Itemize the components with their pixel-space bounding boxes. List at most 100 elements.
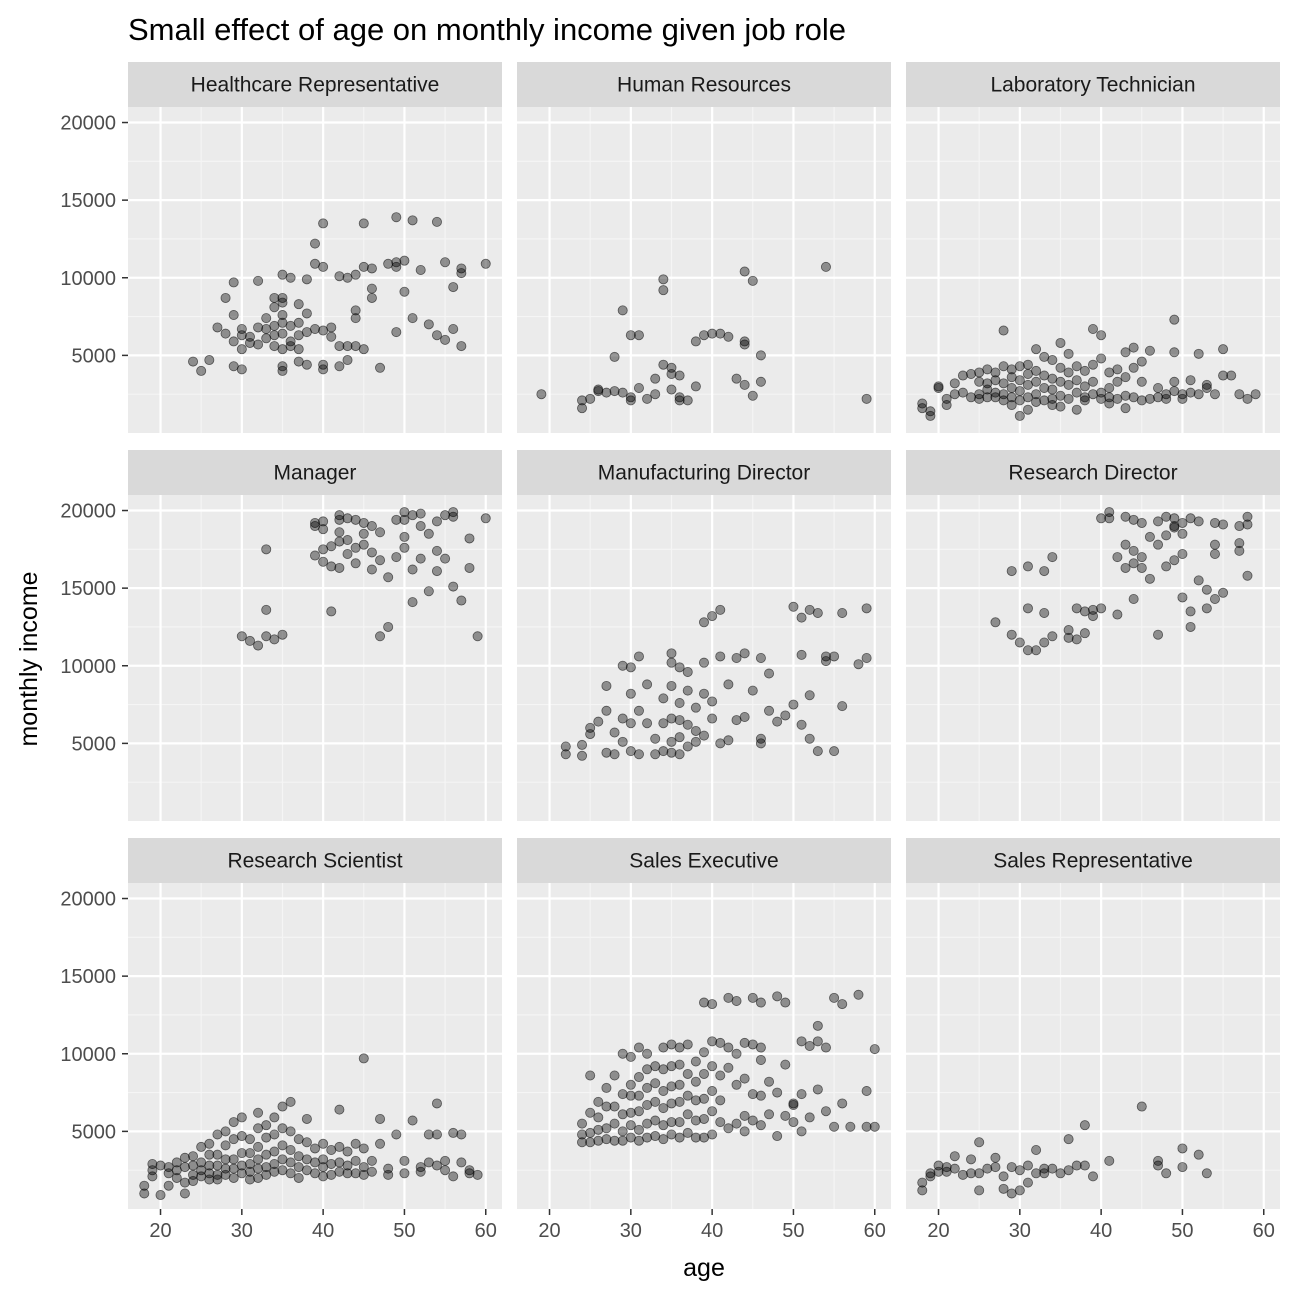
data-point: [1144, 393, 1155, 404]
data-point: [772, 1087, 783, 1098]
data-point: [593, 1135, 604, 1146]
data-point: [845, 1121, 856, 1132]
x-tick-label: 40: [701, 1220, 723, 1242]
data-point: [949, 378, 960, 389]
data-point: [577, 395, 588, 406]
data-point: [236, 1168, 247, 1179]
data-point: [1055, 401, 1066, 412]
data-point: [309, 517, 320, 528]
data-point: [391, 327, 402, 338]
data-point: [244, 331, 255, 342]
y-tick-label: 10000: [60, 1044, 116, 1066]
y-tick-label: 10000: [60, 656, 116, 678]
data-point: [974, 393, 985, 404]
data-point: [764, 668, 775, 679]
data-point: [690, 1132, 701, 1143]
facet-panel: Laboratory Technician: [906, 62, 1280, 433]
data-point: [399, 531, 410, 542]
data-point: [318, 261, 329, 272]
data-point: [682, 395, 693, 406]
data-point: [788, 699, 799, 710]
data-point: [690, 381, 701, 392]
data-point: [285, 272, 296, 283]
data-point: [212, 322, 223, 333]
data-point: [998, 1183, 1009, 1194]
data-point: [642, 393, 653, 404]
data-point: [326, 541, 337, 552]
data-point: [407, 313, 418, 324]
data-point: [285, 1126, 296, 1137]
data-point: [755, 350, 766, 361]
data-point: [1136, 517, 1147, 528]
y-axis-title: monthly income: [15, 571, 43, 746]
data-point: [674, 749, 685, 760]
data-point: [780, 1110, 791, 1121]
data-point: [723, 1062, 734, 1073]
data-point: [1079, 1120, 1090, 1131]
data-point: [253, 640, 264, 651]
data-point: [998, 378, 1009, 389]
data-point: [244, 1148, 255, 1159]
data-point: [1209, 389, 1220, 400]
data-point: [309, 323, 320, 334]
data-point: [642, 1082, 653, 1093]
data-point: [366, 547, 377, 558]
data-point: [804, 1041, 815, 1052]
data-point: [236, 631, 247, 642]
data-point: [1185, 387, 1196, 398]
data-point: [277, 310, 288, 321]
data-point: [764, 1109, 775, 1120]
data-point: [625, 330, 636, 341]
data-point: [309, 1143, 320, 1154]
x-tick-label: 50: [1171, 1220, 1193, 1242]
data-point: [342, 513, 353, 524]
data-point: [1088, 389, 1099, 400]
data-point: [812, 1084, 823, 1095]
data-point: [699, 617, 710, 628]
data-point: [966, 1168, 977, 1179]
data-point: [139, 1180, 150, 1191]
data-point: [1039, 382, 1050, 393]
data-point: [739, 711, 750, 722]
data-point: [690, 1095, 701, 1106]
data-point: [277, 297, 288, 308]
data-point: [690, 1056, 701, 1067]
data-point: [448, 1127, 459, 1138]
data-point: [236, 1112, 247, 1123]
data-point: [1006, 629, 1017, 640]
data-point: [739, 1126, 750, 1137]
data-point: [1161, 1168, 1172, 1179]
data-point: [625, 392, 636, 403]
panel-background: [906, 883, 1280, 1209]
x-tick-label: 30: [620, 1220, 642, 1242]
data-point: [707, 999, 718, 1010]
data-point: [1039, 395, 1050, 406]
data-point: [440, 1155, 451, 1166]
data-point: [472, 1169, 483, 1180]
data-point: [1120, 562, 1131, 573]
data-point: [796, 1036, 807, 1047]
data-point: [577, 750, 588, 761]
data-point: [1079, 365, 1090, 376]
data-point: [147, 1171, 158, 1182]
data-point: [658, 746, 669, 757]
data-point: [593, 1096, 604, 1107]
data-point: [366, 283, 377, 294]
x-tick-label: 20: [927, 1220, 949, 1242]
data-point: [788, 601, 799, 612]
data-point: [1136, 376, 1147, 387]
data-point: [982, 392, 993, 403]
data-point: [829, 992, 840, 1003]
data-point: [318, 364, 329, 375]
data-point: [415, 521, 426, 532]
data-point: [1022, 561, 1033, 572]
data-point: [933, 381, 944, 392]
data-point: [837, 701, 848, 712]
data-point: [342, 355, 353, 366]
data-point: [1234, 538, 1245, 549]
data-point: [448, 282, 459, 293]
data-point: [220, 292, 231, 303]
data-point: [601, 1123, 612, 1134]
data-point: [188, 1176, 199, 1187]
data-point: [1079, 628, 1090, 639]
